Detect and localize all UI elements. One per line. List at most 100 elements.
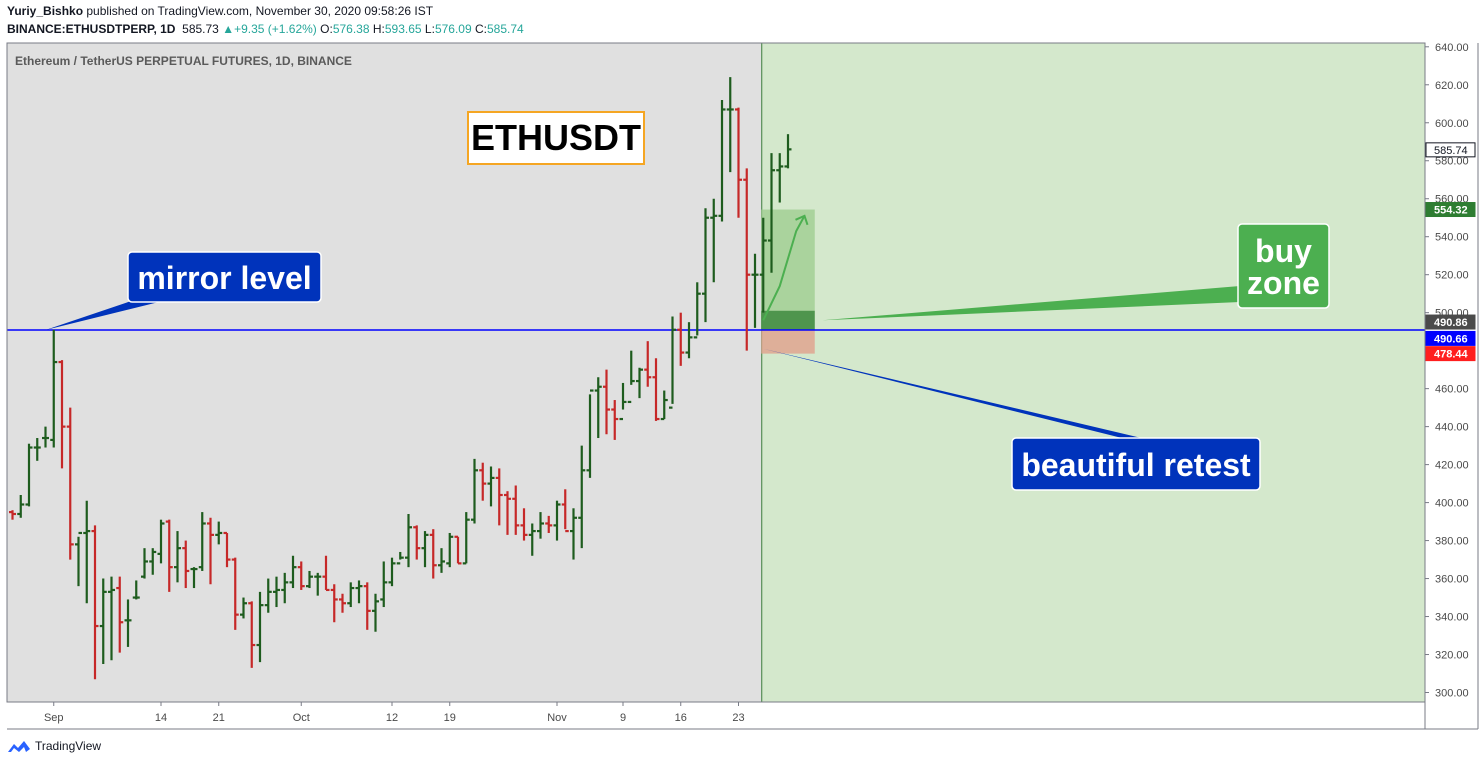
y-tick-label: 440.00 (1435, 422, 1469, 434)
ohlc-bar (413, 525, 421, 560)
y-tick-label: 340.00 (1435, 612, 1469, 624)
y-tick-label: 300.00 (1435, 688, 1469, 700)
high-label: H: (372, 22, 385, 36)
ohlc-bar (149, 548, 157, 575)
price-change: +9.35 (+1.62%) (234, 22, 317, 36)
ohlc-bar (17, 494, 25, 518)
ohlc-bar (446, 532, 454, 568)
ohlc-bar (751, 253, 759, 328)
ohlc-bar (157, 519, 165, 564)
callout-mirror-level-bg (127, 251, 322, 303)
price-label: 478.44 (1425, 346, 1476, 362)
ohlc-bar (322, 555, 330, 592)
x-tick-label: 23 (732, 712, 744, 724)
ohlc-bar (718, 99, 726, 222)
ohlc-bar (75, 531, 82, 587)
publish-info: Yuriy_Bishko published on TradingView.co… (7, 4, 433, 18)
ohlc-bar (611, 400, 619, 440)
ohlc-bar (586, 389, 594, 478)
x-tick-label: Sep (44, 712, 64, 724)
ohlc-bar (215, 521, 223, 545)
callout-beautiful-retest-bg (1011, 437, 1261, 491)
ohlc-bar (91, 525, 99, 680)
ohlc-bar (339, 593, 346, 613)
y-tick-label: 420.00 (1435, 460, 1469, 472)
footer-brand: TradingView (35, 739, 102, 753)
y-tick-label: 640.00 (1435, 42, 1469, 54)
ohlc-bar (380, 561, 388, 608)
price-label-text: 478.44 (1434, 349, 1469, 361)
close-label: C: (474, 22, 487, 36)
ohlc-bar (99, 578, 107, 665)
ohlc-bar (141, 548, 148, 579)
ohlc-bar (495, 468, 503, 526)
ohlc-bar (438, 548, 445, 573)
y-tick-label: 580.00 (1435, 156, 1469, 168)
callout-buy-zone-pointer (822, 286, 1240, 321)
high-value: 593.65 (384, 22, 422, 36)
ohlc-bar (710, 198, 718, 283)
ohlc-bar (66, 407, 74, 560)
ohlc-bar (248, 601, 256, 668)
ohlc-bar (116, 576, 124, 653)
y-tick-label: 600.00 (1435, 118, 1469, 130)
y-tick-label: 520.00 (1435, 270, 1469, 282)
author-name[interactable]: Yuriy_Bishko (7, 4, 84, 18)
close-value: 585.74 (486, 22, 524, 36)
price-label: 490.86 (1425, 314, 1476, 330)
ohlc-bar (355, 580, 363, 604)
y-tick-label: 540.00 (1435, 232, 1469, 244)
price-label-text: 585.74 (1434, 145, 1468, 157)
ohlc-bar (537, 512, 544, 539)
callout-mirror-level-text: mirror level (137, 260, 311, 296)
ohlc-bar (784, 134, 792, 169)
ohlc-bar (25, 443, 33, 507)
price-label-bg (1425, 330, 1476, 346)
ohlc-bar (372, 593, 379, 632)
ohlc-bar (182, 540, 190, 589)
x-tick-label: 12 (386, 712, 398, 724)
ohlc-bar (677, 312, 685, 366)
ohlc-bar (347, 582, 355, 608)
ohlc-bar (281, 572, 289, 604)
tradingview-footer[interactable]: TradingView (7, 739, 101, 753)
ohlc-bar (231, 557, 239, 630)
y-tick-label: 460.00 (1435, 384, 1469, 396)
price-label: 490.66 (1425, 330, 1476, 346)
target-zone (761, 209, 815, 331)
y-tick-label: 380.00 (1435, 536, 1469, 548)
ohlc-bar (124, 599, 132, 647)
callout-buy-zone-text: buy (1255, 233, 1312, 269)
ohlc-bar (108, 576, 115, 661)
price-label-text: 490.86 (1434, 317, 1468, 329)
price-label: 554.32 (1425, 202, 1476, 218)
stop-zone (761, 330, 815, 354)
ohlc-bar (50, 329, 58, 448)
ohlc-bar (644, 341, 652, 387)
ohlc-bar (528, 523, 536, 556)
future-projection-zone (761, 43, 1425, 702)
ohlc-bar (396, 551, 404, 565)
ohlc-bar (42, 426, 49, 448)
ohlc-bar (207, 517, 214, 585)
ohlc-bar (256, 591, 264, 663)
price-label-text: 490.66 (1434, 333, 1468, 345)
ohlc-bar (462, 512, 470, 565)
price-label-bg (1425, 202, 1476, 218)
x-tick-label: 14 (155, 712, 167, 724)
ohlc-bar (520, 508, 528, 541)
symbol-box: ETHUSDT (467, 111, 645, 165)
ohlc-bar (743, 168, 751, 351)
ohlc-bar (33, 438, 41, 461)
ohlc-bar (669, 316, 676, 409)
ohlc-bar (132, 580, 140, 600)
up-arrow-icon: ▲ (222, 22, 235, 36)
projection-arrowhead (795, 214, 809, 226)
buy-zone-box (761, 310, 815, 331)
ohlc-bar (570, 508, 577, 560)
ohlc-bar (768, 153, 775, 273)
open-label: O: (320, 22, 333, 36)
ohlc-bar (174, 531, 181, 583)
symbol-info-line: BINANCE:ETHUSDTPERP, 1D 585.73 ▲+9.35 (+… (7, 22, 524, 36)
